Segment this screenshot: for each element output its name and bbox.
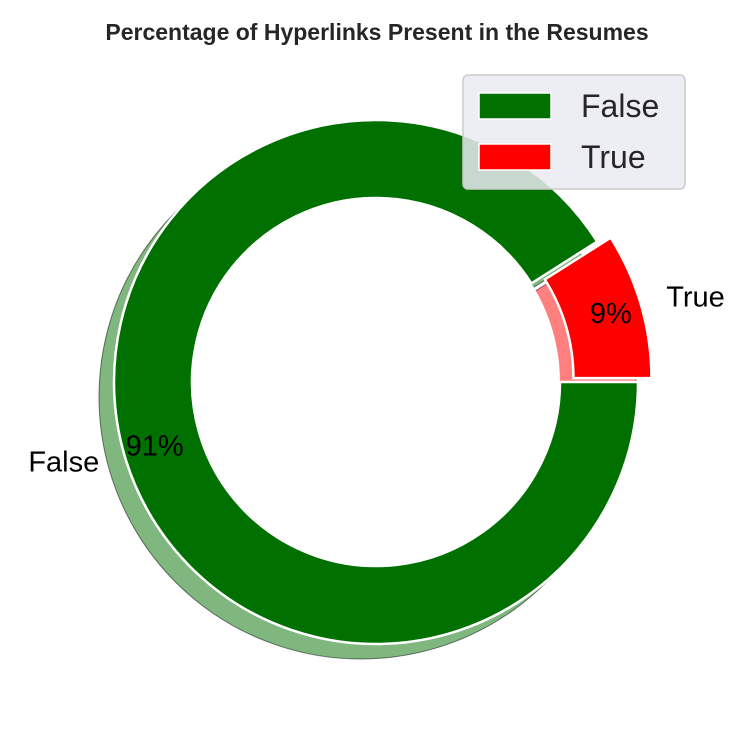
pie-wedge-layer [112, 118, 653, 646]
wedge-label-false: False [28, 446, 99, 478]
donut-hole [192, 198, 560, 566]
chart-title: Percentage of Hyperlinks Present in the … [105, 19, 648, 45]
legend: False True [462, 74, 686, 190]
legend-label-false: False [581, 88, 659, 124]
pct-label-true: 9% [590, 298, 632, 330]
pie-label-layer: False 91% True 9% [28, 282, 724, 479]
wedge-label-true: True [666, 282, 725, 314]
wedge-true [543, 235, 653, 380]
legend-label-true: True [581, 139, 646, 175]
legend-swatch-true [478, 143, 552, 171]
legend-swatch-false [478, 92, 552, 120]
pct-label-false: 91% [126, 430, 184, 462]
